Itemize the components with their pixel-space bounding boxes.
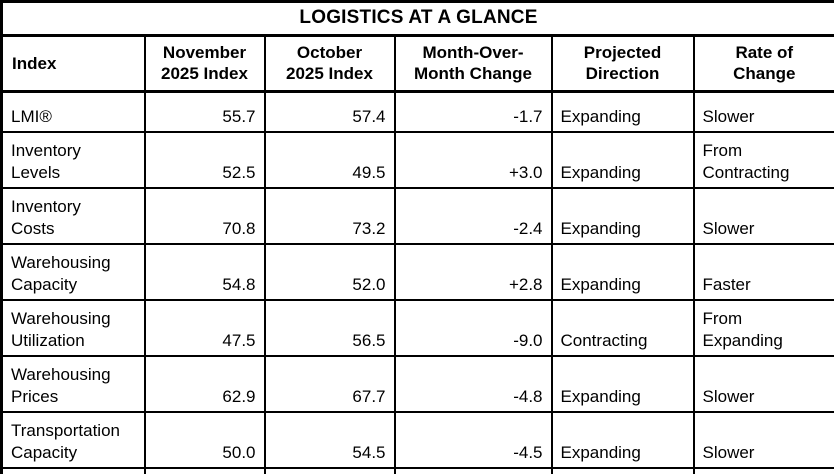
table-row: Warehousing Utilization 47.5 56.5 -9.0 Contra… <box>1 299 834 357</box>
table-row: Warehousing Prices 62.9 67.7 -4.8 Expanding Sl… <box>1 355 834 413</box>
table-row: LMI® 55.7 57.4 -1.7 Expanding Slower <box>1 91 834 133</box>
cell-october-index: 52.0 <box>264 243 396 301</box>
cell-index: Inventory Levels <box>1 131 146 189</box>
cell-october-index: 57.3 <box>264 467 396 474</box>
column-header-change: Month-Over- Month Change <box>394 35 553 93</box>
cell-rate-of-change: Slower <box>693 355 834 413</box>
cell-month-over-month-change: -4.8 <box>394 355 553 413</box>
cell-november-index: 47.5 <box>144 299 266 357</box>
column-header-index: Index <box>1 35 146 93</box>
column-header-november: November 2025 Index <box>144 35 266 93</box>
cell-index: Warehousing Utilization <box>1 299 146 357</box>
cell-projected-direction: Expanding <box>551 411 695 469</box>
cell-october-index: 49.5 <box>264 131 396 189</box>
cell-projected-direction: Expanding <box>551 91 695 133</box>
cell-projected-direction: Expanding <box>551 243 695 301</box>
cell-month-over-month-change: -4.5 <box>394 411 553 469</box>
cell-november-index: 54.8 <box>144 243 266 301</box>
cell-november-index: 62.9 <box>144 355 266 413</box>
cell-november-index: 51.5 <box>144 467 266 474</box>
cell-index: TransportationUtilization <box>1 467 146 474</box>
cell-projected-direction: Expanding <box>551 187 695 245</box>
cell-october-index: 67.7 <box>264 355 396 413</box>
cell-november-index: 55.7 <box>144 91 266 133</box>
cell-month-over-month-change: -2.4 <box>394 187 553 245</box>
cell-index: Inventory Costs <box>1 187 146 245</box>
cell-month-over-month-change: +3.0 <box>394 131 553 189</box>
cell-index: Warehousing Capacity <box>1 243 146 301</box>
cell-index: LMI® <box>1 91 146 133</box>
cell-october-index: 57.4 <box>264 91 396 133</box>
table-title: LOGISTICS AT A GLANCE <box>1 1 834 37</box>
cell-october-index: 56.5 <box>264 299 396 357</box>
cell-november-index: 70.8 <box>144 187 266 245</box>
cell-month-over-month-change: -1.7 <box>394 91 553 133</box>
table-row: TransportationUtilization51.557.3-5.8Exp… <box>1 467 834 474</box>
cell-october-index: 73.2 <box>264 187 396 245</box>
table-row: Warehousing Capacity 54.8 52.0 +2.8 Expanding… <box>1 243 834 301</box>
cell-month-over-month-change: -5.8 <box>394 467 553 474</box>
table-header: LOGISTICS AT A GLANCE Index November 2025… <box>1 1 834 93</box>
cell-rate-of-change: From Expanding <box>693 299 834 357</box>
cell-projected-direction: Expanding <box>551 355 695 413</box>
cell-rate-of-change: Slower <box>693 187 834 245</box>
table-row: Inventory Costs 70.8 73.2 -2.4 Expanding Slowe… <box>1 187 834 245</box>
table-title-row: LOGISTICS AT A GLANCE <box>1 1 834 37</box>
cell-month-over-month-change: +2.8 <box>394 243 553 301</box>
column-header-row: Index November 2025 Index October 2025 Ind… <box>1 35 834 93</box>
cell-november-index: 52.5 <box>144 131 266 189</box>
cell-index: Warehousing Prices <box>1 355 146 413</box>
table-body: LMI® 55.7 57.4 -1.7 Expanding Slower Inventory… <box>1 91 834 474</box>
cell-index: Transportation Capacity <box>1 411 146 469</box>
cell-rate-of-change: Slower <box>693 411 834 469</box>
cell-rate-of-change: From Contracting <box>693 131 834 189</box>
table-row: Inventory Levels 52.5 49.5 +3.0 Expanding From… <box>1 131 834 189</box>
column-header-october: October 2025 Index <box>264 35 396 93</box>
cell-november-index: 50.0 <box>144 411 266 469</box>
cell-october-index: 54.5 <box>264 411 396 469</box>
cell-month-over-month-change: -9.0 <box>394 299 553 357</box>
cell-projected-direction: Contracting <box>551 299 695 357</box>
cell-projected-direction: Expanding <box>551 467 695 474</box>
cell-rate-of-change: Slower <box>693 91 834 133</box>
cell-rate-of-change: Faster <box>693 243 834 301</box>
column-header-rate: Rate of Change <box>693 35 834 93</box>
table-row: Transportation Capacity 50.0 54.5 -4.5 Expand… <box>1 411 834 469</box>
cell-rate-of-change: Slower <box>693 467 834 474</box>
cell-projected-direction: Expanding <box>551 131 695 189</box>
column-header-direction: Projected Direction <box>551 35 695 93</box>
